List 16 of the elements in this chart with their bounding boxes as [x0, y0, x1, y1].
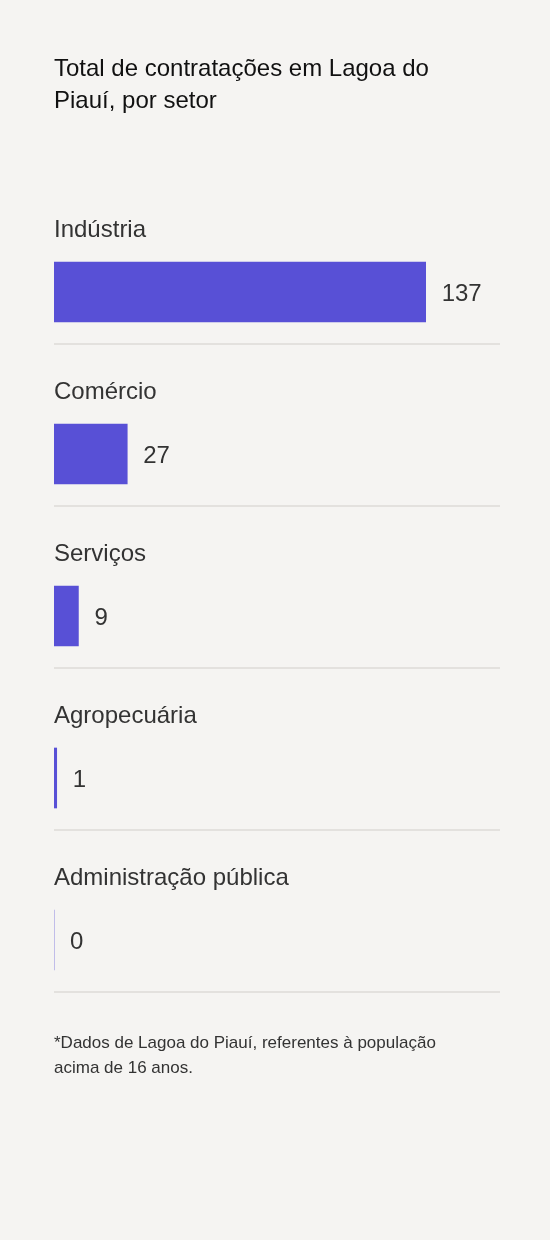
data-label: 27 — [143, 440, 170, 468]
y-tick-label: Agropecuária — [54, 700, 198, 728]
chart-title: Total de contratações em Lagoa do Piauí, por setor — [54, 53, 430, 115]
text: *Dados de Lagoa do Piauí, referentes à população acima de 16 anos. — [54, 1032, 437, 1079]
y-tick-label: Indústria — [54, 214, 147, 242]
bar — [54, 423, 128, 485]
y-tick-label: Serviços — [54, 538, 147, 566]
y-tick-label: Administração pública — [54, 862, 290, 890]
data-label: 1 — [72, 764, 87, 792]
y-tick-label: Comércio — [54, 376, 157, 404]
data-label: 137 — [441, 278, 482, 306]
data-label: 9 — [94, 602, 108, 630]
bar — [54, 261, 426, 323]
bar — [54, 585, 79, 647]
data-label: 0 — [70, 926, 84, 954]
bar — [54, 747, 58, 809]
